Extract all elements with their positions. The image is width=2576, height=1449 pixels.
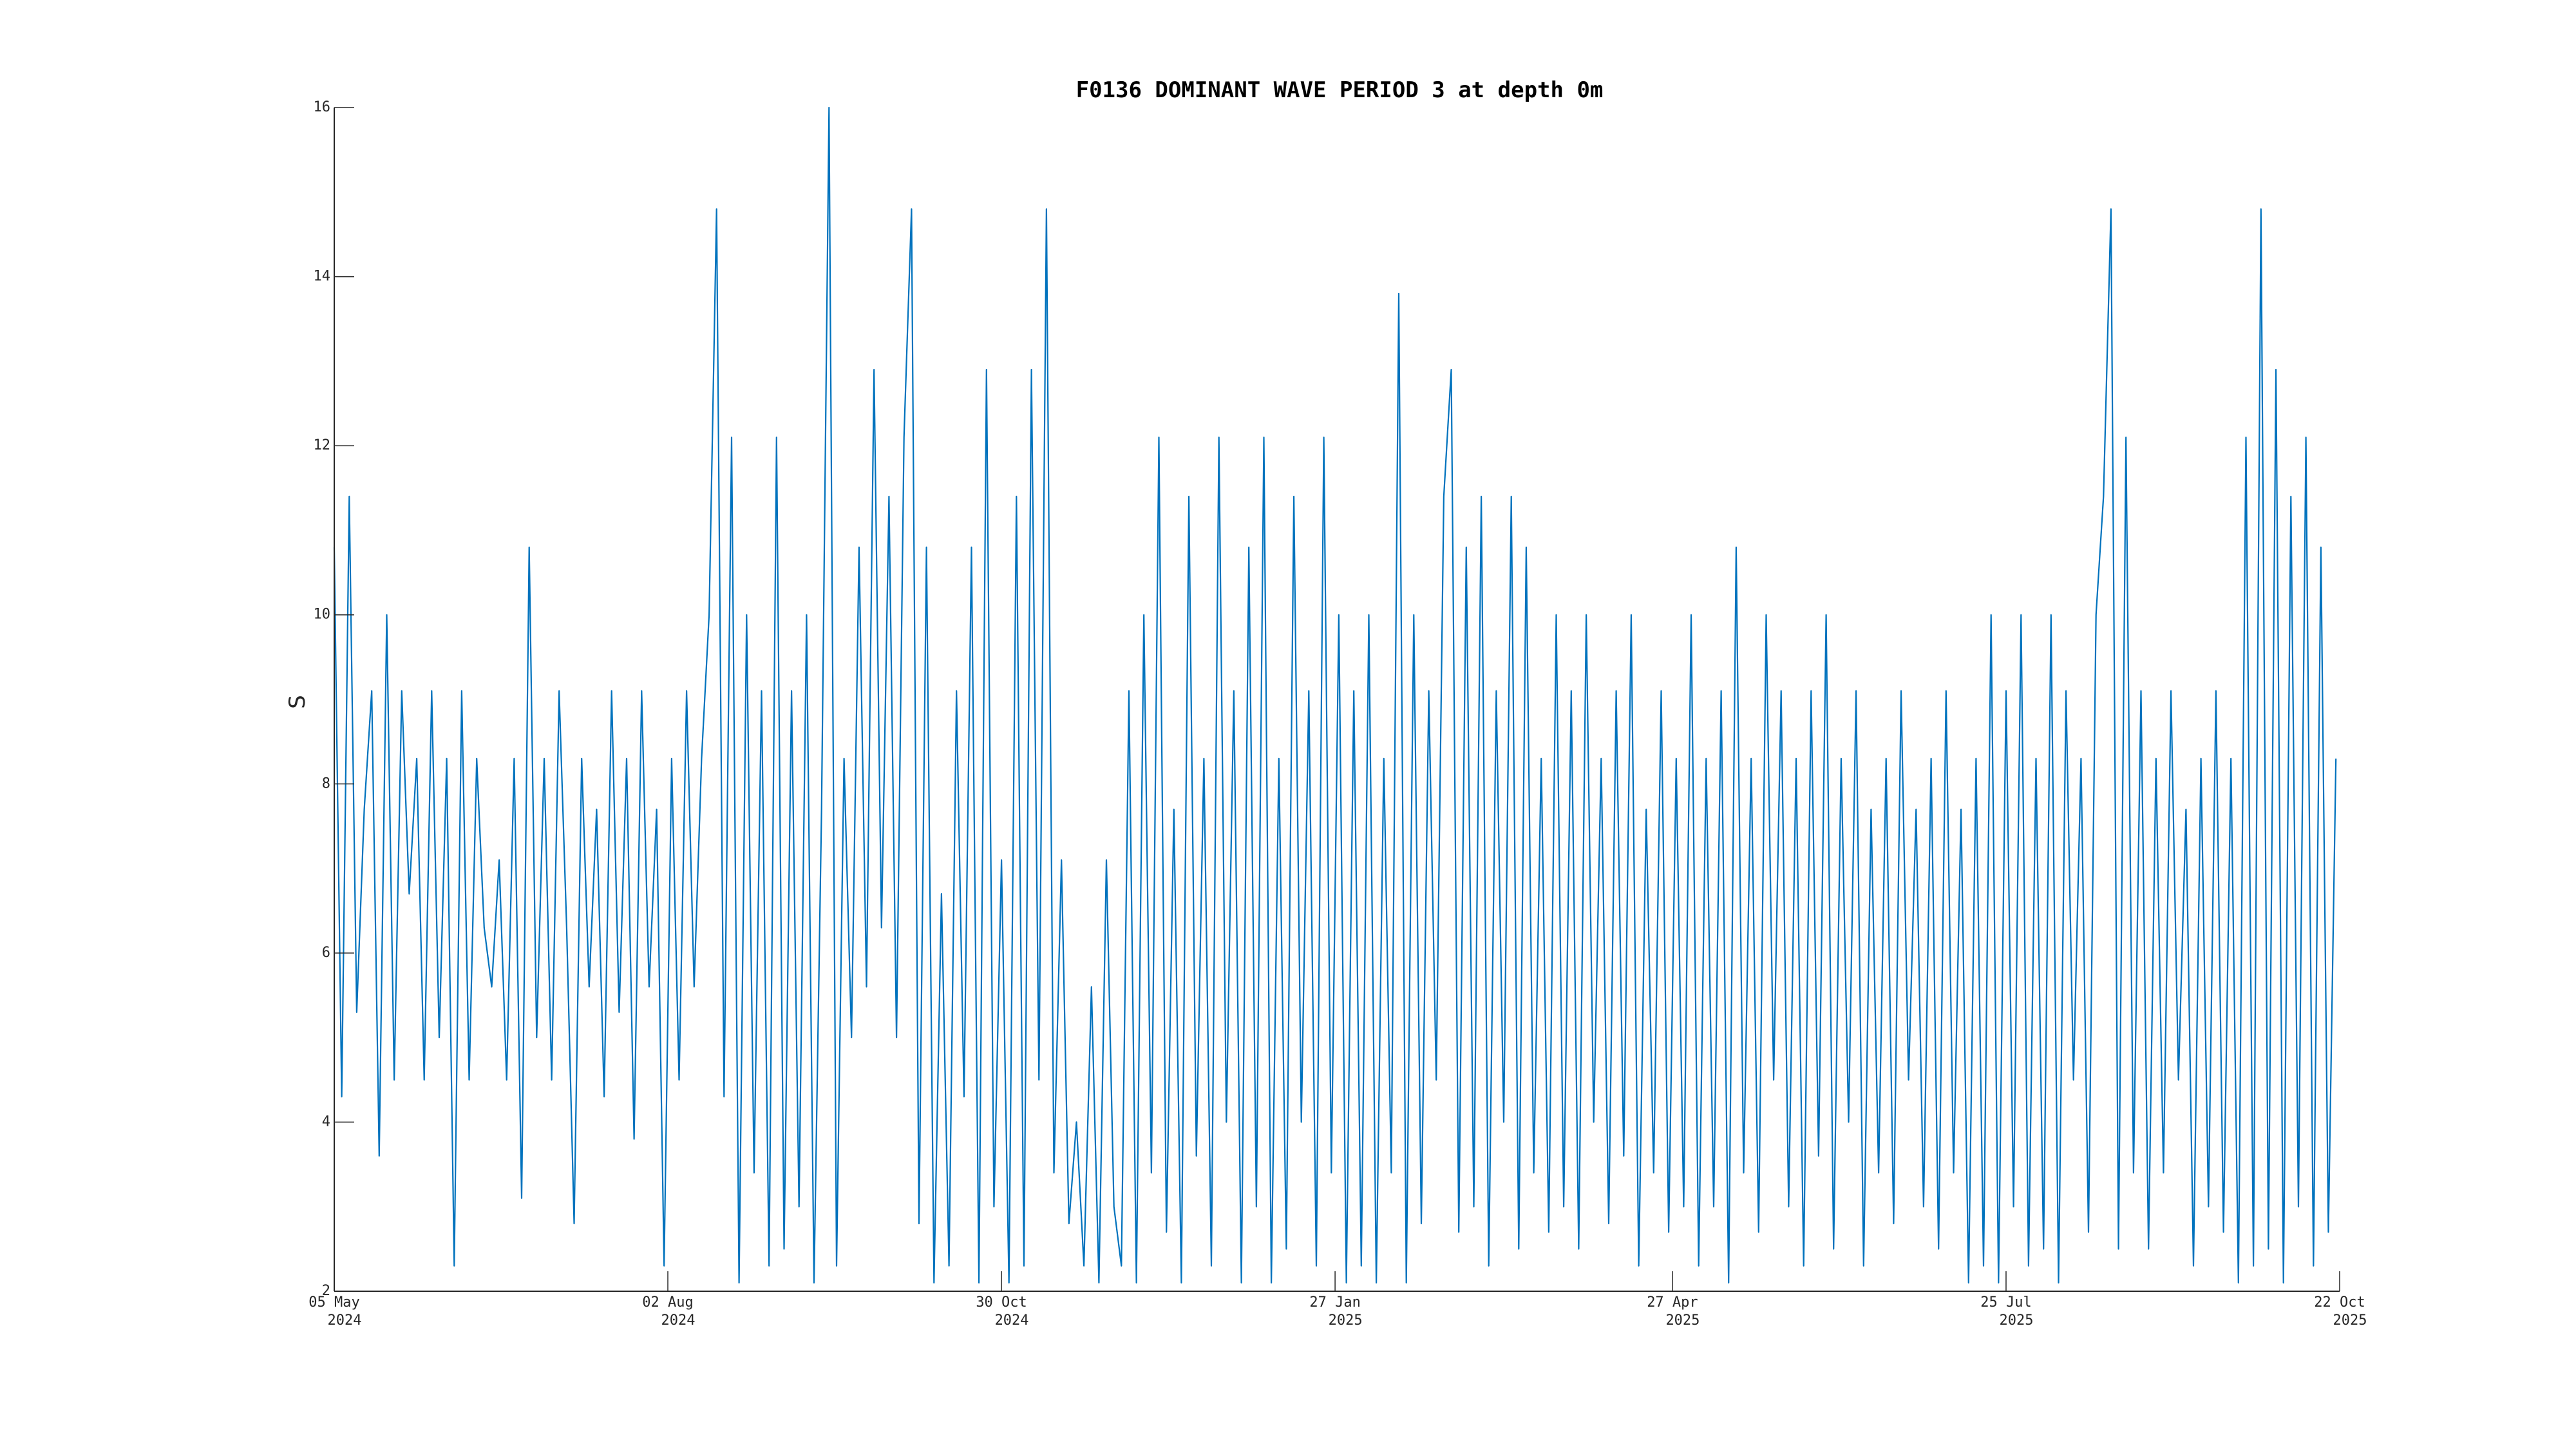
x-tick-label: 25 Jul: [1980, 1294, 2031, 1311]
series-layer: [333, 106, 2337, 1283]
x-tick-year: 2024: [328, 1312, 362, 1329]
x-tick-year: 2024: [995, 1312, 1029, 1329]
x-tick-label: 27 Jan: [1309, 1294, 1360, 1311]
x-tick-year: 2024: [661, 1312, 696, 1329]
series-line: [333, 106, 2337, 1283]
y-tick-label: 10: [314, 607, 331, 623]
y-tick-label: 14: [314, 269, 331, 285]
y-tick-label: 2: [322, 1283, 330, 1299]
x-tick-label: 02 Aug: [642, 1294, 693, 1311]
x-tick-year: 2025: [2333, 1312, 2367, 1329]
x-tick-year: 2025: [1329, 1312, 1363, 1329]
x-tick-label: 27 Apr: [1647, 1294, 1698, 1311]
y-tick-label: 6: [322, 945, 330, 961]
x-tick-label: 22 Oct: [2314, 1294, 2365, 1311]
x-tick-year: 2025: [1665, 1312, 1700, 1329]
y-tick-label: 16: [314, 99, 331, 115]
y-tick-label: 4: [322, 1113, 330, 1130]
x-tick-label: 05 May: [308, 1294, 359, 1311]
chart-title: F0136 DOMINANT WAVE PERIOD 3 at depth 0m: [1075, 77, 1604, 103]
x-tick-label: 30 Oct: [976, 1294, 1027, 1311]
y-tick-label: 12: [314, 437, 331, 453]
y-tick-label: 8: [322, 775, 330, 791]
x-tick-year: 2025: [1999, 1312, 2033, 1329]
y-axis-label: S: [285, 695, 310, 709]
